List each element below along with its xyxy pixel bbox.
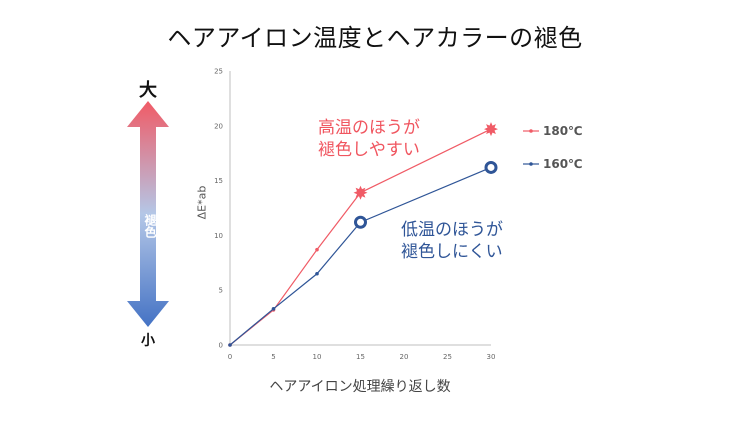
- y-tick-label: 15: [214, 177, 223, 185]
- data-point-ring: [484, 160, 498, 174]
- annotation-high-temp: 高温のほうが 褪色しやすい: [318, 117, 420, 161]
- x-tick-label: 20: [400, 353, 409, 361]
- y-tick-label: 25: [214, 68, 223, 76]
- annotation-low-line1: 低温のほうが: [401, 220, 503, 240]
- data-point-star: [484, 122, 498, 137]
- data-point: [228, 343, 232, 347]
- x-tick-label: 30: [487, 353, 496, 361]
- scale-label-fading: 褪色: [143, 214, 157, 238]
- scale-arrow: [127, 101, 169, 327]
- scale-arrow-shape: [127, 101, 169, 327]
- annotation-high-line2: 褪色しやすい: [318, 140, 420, 160]
- scale-label-large: 大: [139, 80, 157, 101]
- data-point: [315, 271, 319, 276]
- data-point: [315, 247, 319, 252]
- x-tick-label: 25: [443, 353, 452, 361]
- y-tick-label: 20: [214, 122, 223, 130]
- x-tick-label: 10: [313, 353, 322, 361]
- data-point-star: [353, 185, 368, 200]
- data-point-ring: [354, 215, 367, 229]
- legend-label-160: 160℃: [543, 157, 583, 171]
- scale-label-small: 小: [141, 333, 155, 349]
- legend-label-180: 180℃: [543, 124, 583, 138]
- y-tick-label: 10: [214, 232, 223, 240]
- x-tick-label: 15: [356, 353, 365, 361]
- annotation-low-temp: 低温のほうが 褪色しにくい: [401, 219, 503, 263]
- chart-series: [228, 122, 498, 347]
- y-axis-label: ΔE*ab: [195, 185, 209, 220]
- y-tick-label: 0: [219, 342, 223, 350]
- legend-marker-1: [529, 162, 533, 166]
- y-tick-label: 5: [219, 287, 223, 295]
- x-tick-label: 0: [228, 353, 232, 361]
- data-point: [271, 307, 276, 311]
- chart-axes: 0 5 10 15 20 25 30 0 5 10 15 20 25: [214, 68, 495, 362]
- page-title: ヘアアイロン温度とヘアカラーの褪色: [167, 24, 583, 52]
- annotation-low-line2: 褪色しにくい: [401, 242, 503, 262]
- chart-legend: [523, 129, 539, 166]
- annotation-high-line1: 高温のほうが: [318, 118, 420, 138]
- x-tick-label: 5: [271, 353, 275, 361]
- legend-marker-0: [529, 129, 533, 133]
- x-axis-label: ヘアアイロン処理繰り返し数: [269, 379, 451, 395]
